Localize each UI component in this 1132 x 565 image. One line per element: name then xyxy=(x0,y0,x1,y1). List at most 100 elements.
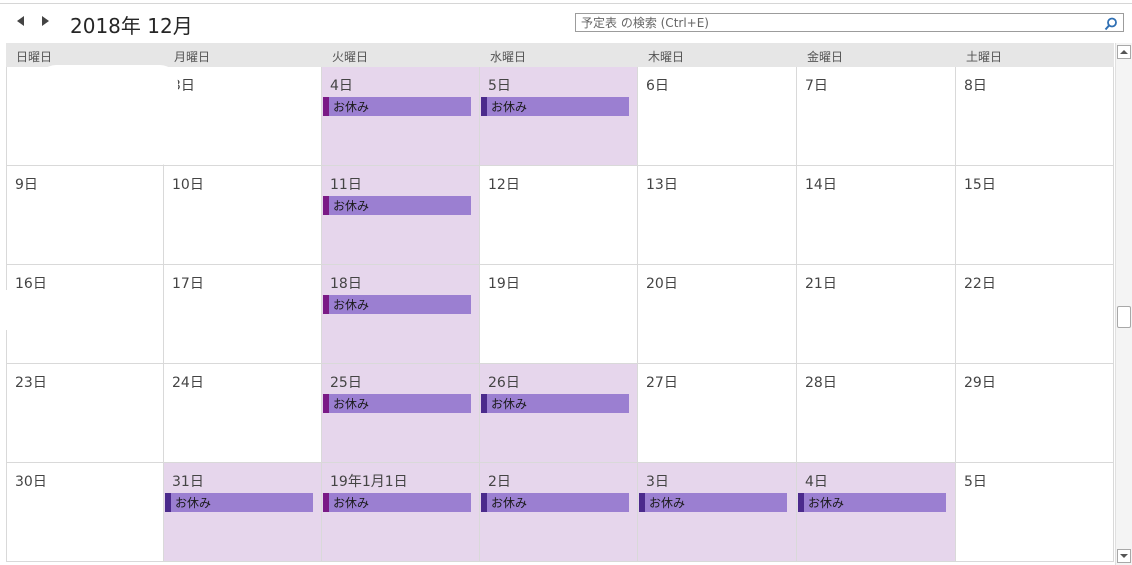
event-title: お休み xyxy=(333,397,370,411)
event-status-bar xyxy=(481,394,487,413)
day-number: 24日 xyxy=(172,375,204,391)
search-input[interactable] xyxy=(581,14,1096,31)
event-status-bar xyxy=(323,97,329,116)
day-cell[interactable]: 25日お休み xyxy=(322,364,480,463)
day-cell[interactable]: 4日お休み xyxy=(322,67,480,166)
day-cell[interactable]: 22日 xyxy=(956,265,1114,364)
day-cell[interactable]: 3日 xyxy=(164,67,322,166)
event-title: お休み xyxy=(333,100,370,114)
day-number: 30日 xyxy=(15,474,47,490)
day-cell[interactable]: 4日お休み xyxy=(797,463,956,562)
month-title: 2018年 12月 xyxy=(70,14,193,38)
day-number: 19日 xyxy=(488,276,520,292)
day-number: 15日 xyxy=(964,177,996,193)
event-status-bar xyxy=(323,196,329,215)
day-cell[interactable]: 3日お休み xyxy=(638,463,797,562)
event-status-bar xyxy=(639,493,645,512)
day-cell[interactable]: 21日 xyxy=(797,265,956,364)
day-number: 22日 xyxy=(964,276,996,292)
redaction-mark xyxy=(0,290,12,330)
day-cell[interactable]: 10日 xyxy=(164,166,322,265)
day-number: 12日 xyxy=(488,177,520,193)
event-all-day[interactable]: お休み xyxy=(639,493,787,512)
event-all-day[interactable]: お休み xyxy=(323,295,471,314)
day-cell[interactable]: 9日 xyxy=(6,166,164,265)
day-cell[interactable]: 2日 お休み xyxy=(480,463,638,562)
day-cell[interactable]: 18日お休み xyxy=(322,265,480,364)
day-cell[interactable]: 11日 お休み xyxy=(322,166,480,265)
day-number: 4日 xyxy=(330,78,353,94)
day-number: 6日 xyxy=(646,78,669,94)
event-all-day[interactable]: お休み xyxy=(323,196,471,215)
event-all-day[interactable]: お休み xyxy=(481,493,629,512)
day-number: 28日 xyxy=(805,375,837,391)
day-cell[interactable]: 13日 xyxy=(638,166,797,265)
weekday-label: 月曜日 xyxy=(174,50,211,64)
event-status-bar xyxy=(481,97,487,116)
day-cell[interactable]: 6日 xyxy=(638,67,797,166)
day-number: 14日 xyxy=(805,177,837,193)
event-all-day[interactable]: お休み xyxy=(481,97,629,116)
day-cell[interactable]: 19日 xyxy=(480,265,638,364)
arrow-up-icon xyxy=(1120,50,1128,54)
previous-month-button[interactable] xyxy=(14,14,28,28)
weekday-label: 日曜日 xyxy=(16,50,53,64)
top-border xyxy=(0,3,1132,4)
event-title: お休み xyxy=(333,298,370,312)
day-cell[interactable]: 8日 xyxy=(956,67,1114,166)
scrollbar-thumb[interactable] xyxy=(1117,306,1131,328)
event-all-day[interactable]: お休み xyxy=(323,97,471,116)
vertical-scrollbar[interactable] xyxy=(1115,43,1132,565)
day-cell[interactable]: 27日 xyxy=(638,364,797,463)
day-cell[interactable]: 14日 xyxy=(797,166,956,265)
day-number: 8日 xyxy=(964,78,987,94)
next-month-button[interactable] xyxy=(38,14,52,28)
day-number: 4日 xyxy=(805,474,828,490)
weekday-label: 水曜日 xyxy=(490,50,527,64)
day-cell[interactable]: 5日 xyxy=(956,463,1114,562)
weekday-label: 木曜日 xyxy=(648,50,685,64)
search-icon[interactable] xyxy=(1104,16,1118,35)
day-cell[interactable]: 17日 xyxy=(164,265,322,364)
event-all-day[interactable]: お休み xyxy=(165,493,313,512)
day-cell[interactable]: 16日 xyxy=(6,265,164,364)
scroll-up-button[interactable] xyxy=(1117,45,1131,59)
month-grid: 3日 4日 お休み 5日 お休み 6日 7日 8日 9日 10日 11日 お休み 12日 13日 14日 15… xyxy=(6,67,1114,563)
day-cell[interactable]: 23日 xyxy=(6,364,164,463)
weekday-label: 土曜日 xyxy=(966,50,1003,64)
day-number: 20日 xyxy=(646,276,678,292)
event-all-day[interactable]: お休み xyxy=(323,394,471,413)
day-cell[interactable]: 24日 xyxy=(164,364,322,463)
arrow-down-icon xyxy=(1120,554,1128,558)
event-all-day[interactable]: お休み xyxy=(798,493,946,512)
redaction-mark xyxy=(38,65,178,165)
day-cell[interactable]: 26日 お休み xyxy=(480,364,638,463)
day-number: 31日 xyxy=(172,474,204,490)
event-title: お休み xyxy=(491,100,528,114)
day-number: 17日 xyxy=(172,276,204,292)
day-cell[interactable]: 20日 xyxy=(638,265,797,364)
day-number: 23日 xyxy=(15,375,47,391)
day-cell[interactable]: 29日 xyxy=(956,364,1114,463)
day-cell[interactable]: 19年1月1日 お休み xyxy=(322,463,480,562)
day-cell[interactable]: 15日 xyxy=(956,166,1114,265)
event-all-day[interactable]: お休み xyxy=(481,394,629,413)
day-cell[interactable]: 28日 xyxy=(797,364,956,463)
day-cell[interactable]: 5日 お休み xyxy=(480,67,638,166)
calendar-search-box[interactable] xyxy=(575,13,1124,32)
day-cell[interactable]: 31日お休み xyxy=(164,463,322,562)
day-number: 27日 xyxy=(646,375,678,391)
day-number: 3日 xyxy=(646,474,669,490)
day-number: 18日 xyxy=(330,276,362,292)
event-status-bar xyxy=(323,394,329,413)
triangle-left-icon xyxy=(17,16,24,26)
day-cell[interactable]: 12日 xyxy=(480,166,638,265)
event-title: お休み xyxy=(333,199,370,213)
weekday-label: 火曜日 xyxy=(332,50,369,64)
day-cell[interactable]: 7日 xyxy=(797,67,956,166)
day-number: 25日 xyxy=(330,375,362,391)
event-title: お休み xyxy=(491,397,528,411)
day-cell[interactable]: 30日 xyxy=(6,463,164,562)
scroll-down-button[interactable] xyxy=(1117,549,1131,563)
event-all-day[interactable]: お休み xyxy=(323,493,471,512)
